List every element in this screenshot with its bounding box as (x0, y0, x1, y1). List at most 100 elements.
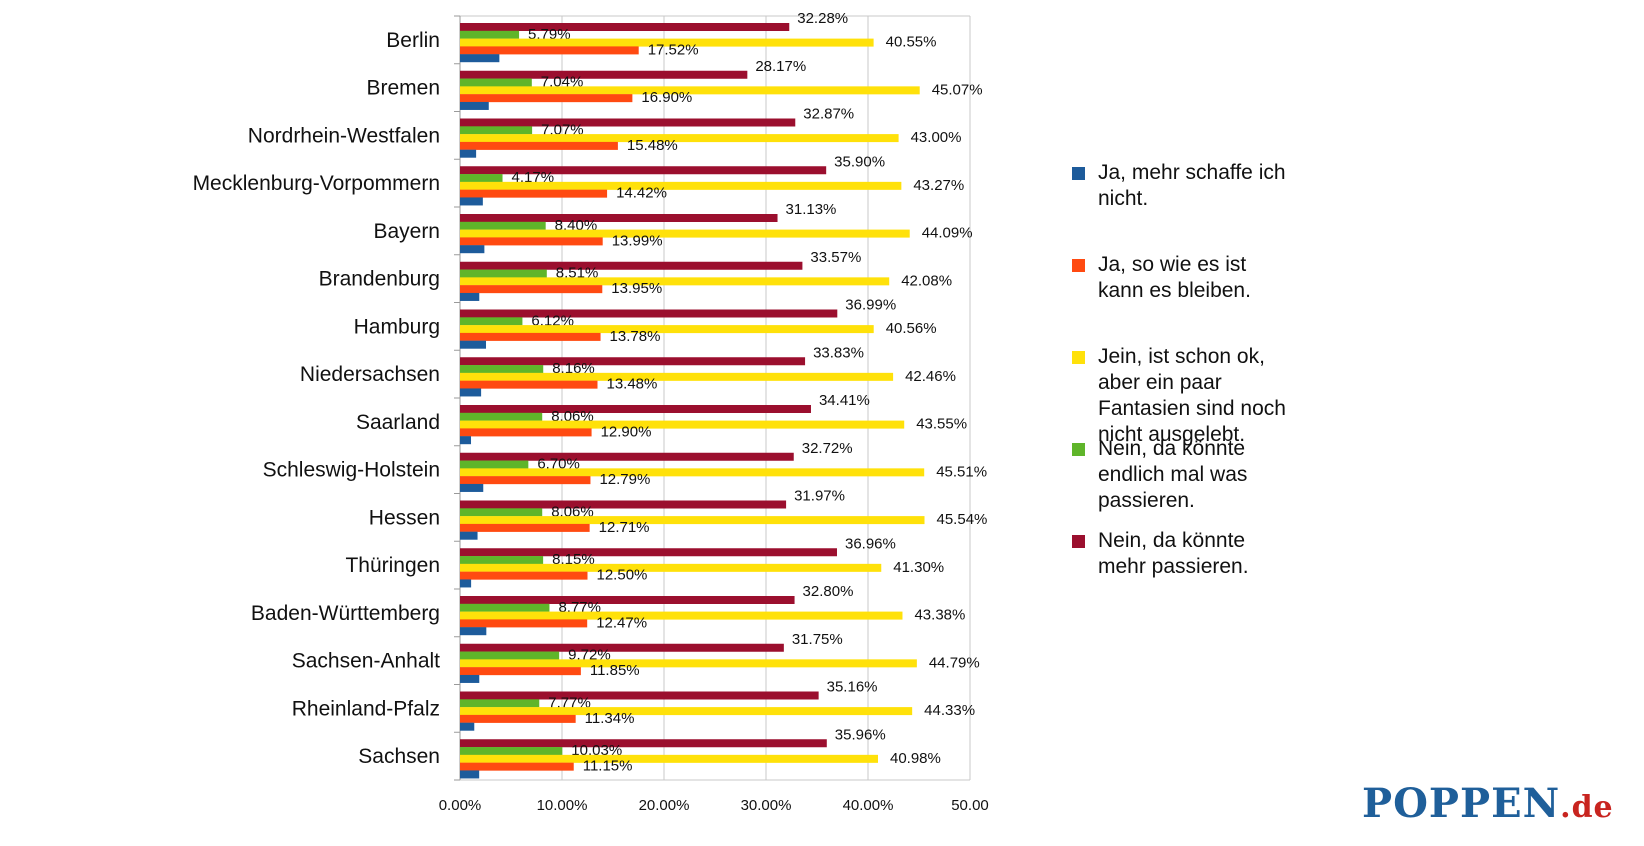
legend-item: Jein, ist schon ok, aber ein paar Fantas… (1072, 344, 1372, 446)
legend-item: Ja, mehr schaffe ich nicht. (1072, 160, 1372, 252)
bar (460, 292, 480, 301)
bar (460, 38, 874, 47)
bar (460, 388, 482, 397)
bar (460, 317, 523, 326)
data-label: 17.52% (648, 41, 699, 58)
data-label: 5.79% (528, 26, 571, 43)
data-label: 12.90% (601, 423, 652, 440)
category-label: Niedersachsen (300, 363, 440, 386)
bar (460, 134, 899, 143)
category-label: Mecklenburg-Vorpommern (193, 172, 440, 195)
data-label: 16.90% (641, 89, 692, 106)
bar (460, 285, 603, 294)
bar (460, 237, 603, 246)
bar (460, 579, 472, 588)
data-label: 13.95% (611, 280, 662, 297)
bar (460, 357, 806, 366)
bar (460, 420, 905, 429)
bar (460, 174, 503, 183)
bar (460, 405, 811, 413)
bar (460, 229, 910, 238)
bar (460, 468, 925, 477)
category-label: Baden-Württemberg (251, 602, 440, 625)
bar (460, 365, 544, 374)
bar (460, 508, 543, 517)
bar (460, 651, 560, 660)
bar (460, 476, 591, 485)
category-label: Thüringen (345, 554, 440, 577)
bar (460, 221, 546, 230)
bar (460, 596, 795, 604)
bar (460, 691, 819, 700)
bar (460, 166, 827, 175)
data-label: 32.72% (802, 440, 853, 457)
data-label: 32.80% (803, 583, 854, 600)
data-label: 11.15% (583, 758, 633, 775)
data-label: 40.55% (886, 34, 937, 51)
bar (460, 531, 478, 540)
legend-item: Nein, da könnte endlich mal was passiere… (1072, 436, 1372, 528)
data-label: 12.47% (596, 614, 647, 631)
bar (460, 340, 487, 349)
legend-label: Ja, mehr schaffe ich nicht. (1098, 161, 1286, 210)
data-label: 34.41% (819, 392, 870, 409)
data-label: 36.96% (845, 535, 896, 552)
bar (460, 548, 837, 557)
data-label: 44.79% (929, 654, 980, 671)
bar (460, 500, 787, 509)
bar (460, 707, 913, 716)
category-label: Bremen (366, 77, 440, 100)
data-label: 10.03% (571, 742, 622, 759)
data-label: 40.56% (886, 320, 937, 337)
bar (460, 181, 902, 190)
data-label: 11.85% (590, 662, 640, 679)
bar (460, 46, 639, 55)
data-label: 45.54% (937, 511, 988, 528)
bar (460, 627, 487, 636)
data-label: 40.98% (890, 750, 941, 767)
data-label: 35.16% (827, 679, 878, 696)
category-label: Sachsen-Anhalt (292, 650, 440, 673)
data-label: 8.15% (552, 551, 595, 568)
legend-label: Nein, da könnte endlich mal was passiere… (1098, 437, 1248, 512)
bar (460, 747, 563, 756)
bar (460, 516, 925, 525)
bar (460, 714, 576, 723)
category-label: Schleswig-Holstein (263, 459, 440, 482)
bar (460, 603, 550, 612)
poppen-logo: POPPEN.de (1362, 780, 1614, 827)
data-label: 12.71% (599, 519, 650, 536)
bar (460, 619, 588, 628)
bar (460, 412, 543, 421)
bar (460, 659, 917, 668)
data-label: 33.57% (810, 249, 861, 266)
legend-swatch (1072, 443, 1085, 456)
data-label: 11.34% (585, 710, 635, 727)
data-label: 8.77% (558, 599, 601, 616)
bar (460, 245, 485, 254)
bar (460, 118, 796, 127)
bar (460, 563, 882, 572)
category-label: Nordrhein-Westfalen (248, 124, 440, 147)
data-label: 9.72% (568, 647, 611, 664)
bar (460, 483, 484, 492)
data-label: 12.50% (597, 567, 648, 584)
bar (460, 667, 581, 676)
data-label: 35.96% (835, 726, 886, 743)
data-label: 7.07% (541, 121, 584, 138)
data-label: 6.12% (531, 312, 574, 329)
data-label: 31.97% (794, 488, 845, 505)
data-label: 32.28% (797, 10, 848, 27)
bar (460, 762, 574, 771)
bar (460, 23, 790, 31)
data-label: 31.75% (792, 631, 843, 648)
data-label: 13.48% (606, 376, 657, 393)
category-label: Brandenburg (319, 268, 440, 291)
bar (460, 189, 608, 198)
bar (460, 214, 778, 222)
legend-item: Ja, so wie es ist kann es bleiben. (1072, 252, 1372, 344)
data-label: 45.51% (936, 463, 987, 480)
bar (460, 436, 472, 445)
data-label: 43.55% (916, 416, 967, 433)
